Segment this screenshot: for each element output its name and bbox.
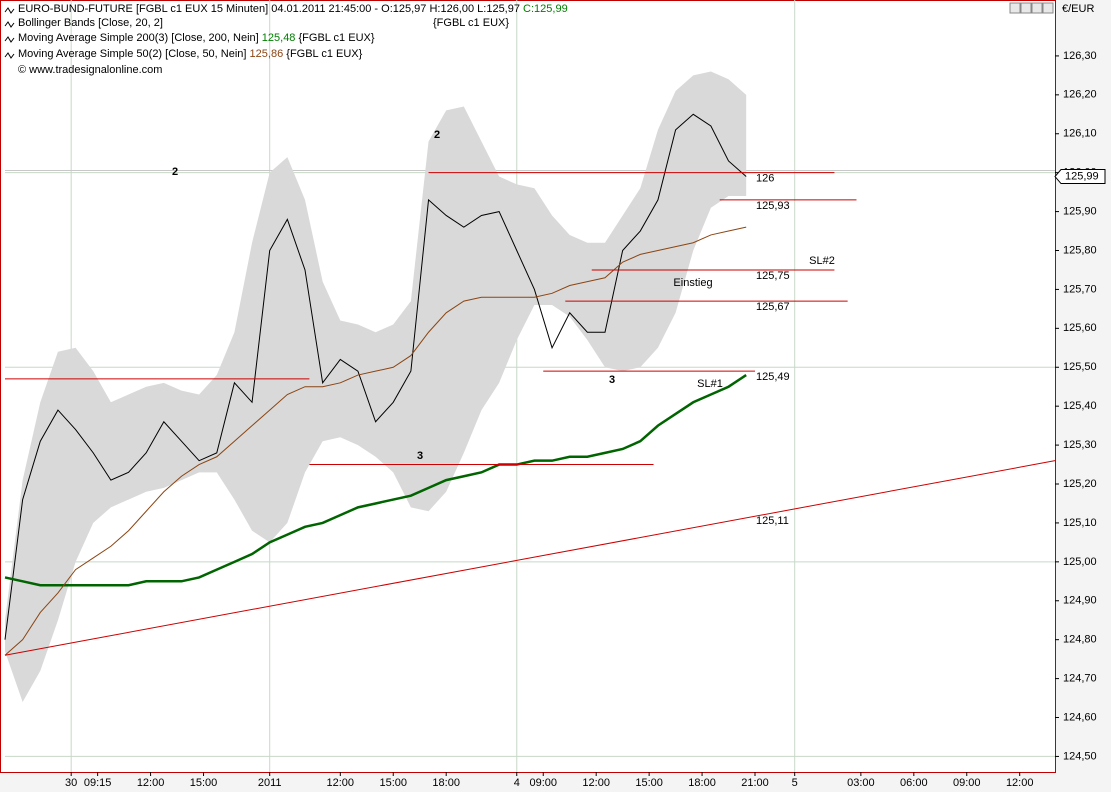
y-tick-label: 125,90 [1063, 205, 1097, 217]
legend-entry: Moving Average Simple 200(3) [Close, 200… [18, 32, 375, 44]
legend-symbol: {FGBL c1 EUX} [286, 48, 362, 60]
y-tick-label: 124,50 [1063, 750, 1097, 762]
bands [5, 71, 747, 702]
x-tick-label: 06:00 [900, 777, 928, 789]
annotation: SL#1 [697, 378, 723, 390]
x-tick-label: 12:00 [582, 777, 610, 789]
level-label: 126 [756, 173, 774, 185]
annotation: SL#2 [809, 255, 835, 267]
copyright: © www.tradesignalonline.com [18, 64, 162, 76]
x-tick-label: 09:15 [84, 777, 112, 789]
annotation: 3 [417, 450, 423, 462]
icon [4, 7, 15, 14]
y-tick-label: 125,30 [1063, 439, 1097, 451]
annotation: 2 [434, 129, 440, 141]
x-tick-label: 12:00 [1006, 777, 1034, 789]
x-tick-label: 15:00 [635, 777, 663, 789]
y-tick-label: 124,70 [1063, 673, 1097, 685]
moving-average [4, 226, 747, 656]
levels [4, 172, 1056, 656]
texts: 125,11 126 125,93 125,75 125,67 125,49 2 2 3 3 SL#… [172, 129, 835, 527]
y-tick-label: 125,20 [1063, 478, 1097, 490]
y-axis-panel [1055, 0, 1111, 792]
level-label: 125,93 [756, 200, 790, 212]
plot-frame [0, 0, 1056, 773]
level-label: 125,75 [756, 270, 790, 282]
y-tick-label: 124,80 [1063, 634, 1097, 646]
price-line [4, 113, 747, 640]
button[interactable] [1009, 2, 1021, 14]
legend-entry: Moving Average Simple 50(2) [Close, 50, … [18, 48, 363, 60]
last-price-label: 125,99 [1065, 170, 1099, 182]
y-tick-label: 125,50 [1063, 361, 1097, 373]
button[interactable] [1020, 2, 1032, 14]
legend-name: Moving Average Simple 50(2) [Close, 50, … [18, 48, 246, 60]
y-tick-label: 124,90 [1063, 595, 1097, 607]
annotation: 2 [172, 166, 178, 178]
y-tick-label: 125,10 [1063, 517, 1097, 529]
header: EURO-BUND-FUTURE [FGBL c1 EUX 15 Minuten… [4, 2, 1094, 76]
title: EURO-BUND-FUTURE [FGBL c1 EUX 15 Minuten… [18, 3, 520, 15]
level-label: 125,49 [756, 371, 790, 383]
y-tick-label: 125,00 [1063, 556, 1097, 568]
x-tick-label: 12:00 [137, 777, 165, 789]
x-tick-label: 09:00 [529, 777, 557, 789]
y-tick-label: 125,70 [1063, 283, 1097, 295]
legend-value: 125,86 [250, 48, 284, 60]
symbol-label: {FGBL c1 EUX} [433, 17, 509, 29]
y-tick-label: 124,60 [1063, 711, 1097, 723]
icon [4, 36, 15, 43]
legend-symbol: {FGBL c1 EUX} [299, 32, 375, 44]
x-tick-label: 2011 [258, 777, 282, 789]
bollinger-band [5, 71, 747, 702]
x-tick-label: 18:00 [432, 777, 460, 789]
y-tick-label: 125,80 [1063, 244, 1097, 256]
x-tick-label: 21:00 [741, 777, 769, 789]
nav-buttons[interactable] [1009, 2, 1054, 14]
chart-title: EURO-BUND-FUTURE [FGBL c1 EUX 15 Minuten… [18, 3, 568, 15]
y-tick-label: 125,40 [1063, 400, 1097, 412]
close-label: C:125,99 [523, 3, 568, 15]
button[interactable] [1031, 2, 1043, 14]
x-tick-label: 15:00 [190, 777, 218, 789]
button[interactable] [1042, 2, 1054, 14]
moving-average [4, 373, 747, 587]
annotation: Einstieg [673, 277, 712, 289]
x-tick-label: 4 [514, 777, 520, 789]
lines [4, 113, 747, 656]
x-axis-panel [0, 772, 1111, 792]
currency-label: €/EUR [1062, 3, 1094, 15]
x-tick-label: 15:00 [379, 777, 407, 789]
y-tick-label: 126,30 [1063, 50, 1097, 62]
layers: 124,50 124,60 124,70 124,80 124,90 125,00 125,… [4, 0, 1106, 789]
legend-name: Moving Average Simple 200(3) [Close, 200… [18, 32, 259, 44]
x-tick-label: 18:00 [688, 777, 716, 789]
level-label: 125,67 [756, 301, 790, 313]
legend-entry: Bollinger Bands [Close, 20, 2] [18, 17, 163, 29]
level-label: 125,11 [756, 515, 789, 527]
x-tick-label: 12:00 [327, 777, 355, 789]
last-price-box [1054, 169, 1106, 185]
y-tick-label: 126,20 [1063, 89, 1097, 101]
x-tick-label: 30 [65, 777, 77, 789]
icon [4, 52, 15, 59]
y-tick-label: 125,60 [1063, 322, 1097, 334]
x-tick-label: 5 [792, 777, 798, 789]
legend-value: 125,48 [262, 32, 296, 44]
icon [4, 21, 15, 28]
x-tick-label: 09:00 [953, 777, 981, 789]
trend-line [4, 460, 1056, 656]
y-tick-label: 126,10 [1063, 128, 1097, 140]
axes: 124,50 124,60 124,70 124,80 124,90 125,00 125,… [65, 50, 1106, 789]
x-tick-label: 03:00 [847, 777, 875, 789]
annotation: 3 [609, 374, 615, 386]
